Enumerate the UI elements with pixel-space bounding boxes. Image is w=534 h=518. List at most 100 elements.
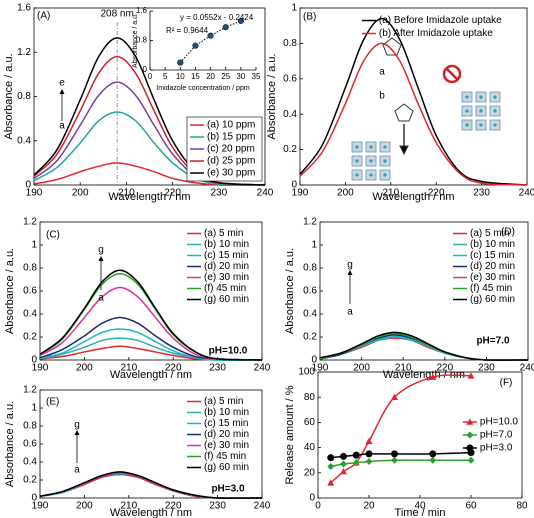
x-tick-label: 200	[72, 188, 89, 199]
y-tick-label: 0	[311, 355, 317, 366]
marker	[327, 463, 335, 470]
cluster-node	[479, 95, 483, 99]
legend-label: (d) 20 min	[470, 261, 515, 272]
x-tick-label: 190	[32, 501, 49, 512]
x-tick-label: 220	[436, 363, 453, 374]
marker	[467, 456, 475, 464]
legend-label: (c) 20 ppm	[207, 144, 255, 155]
cluster-node	[355, 159, 359, 163]
cluster-node	[369, 159, 373, 163]
x-tick-label: 0	[315, 501, 321, 512]
marker	[467, 372, 475, 379]
x-tick-label: 190	[26, 188, 43, 199]
annotation: g	[74, 420, 80, 431]
legend-label: pH=10.0	[480, 417, 519, 428]
x-tick-label: 210	[118, 188, 135, 199]
y-tick-label: 40	[304, 442, 316, 453]
legend-label: (e) 30 min	[204, 272, 249, 283]
x-axis-label: Wavelength / nm	[110, 369, 192, 381]
x-tick-label: 230	[209, 501, 226, 512]
legend-label: pH=3.0	[480, 443, 513, 454]
series-line	[39, 286, 263, 361]
y-tick-label: 0	[25, 180, 31, 191]
y-tick-label: 0.4	[17, 135, 31, 146]
x-tick-label: 240	[519, 188, 534, 199]
x-tick-label: 230	[473, 188, 490, 199]
legend-label: pH=7.0	[480, 430, 513, 441]
x-tick-label: 10	[176, 72, 185, 81]
annotation: R² = 0.9644	[166, 26, 209, 35]
cluster-node	[465, 95, 469, 99]
legend-label: (a) Before Imidazole uptake	[379, 15, 502, 26]
marker	[466, 444, 474, 452]
marker	[391, 450, 398, 458]
point	[222, 24, 229, 31]
marker	[365, 450, 373, 458]
y-tick-label: 1.6	[17, 3, 31, 14]
y-tick-label: 1.2	[303, 217, 317, 228]
x-tick-label: 0	[148, 72, 153, 81]
x-axis-label: Wavelength / nm	[108, 191, 190, 203]
x-tick-label: 210	[382, 188, 399, 199]
legend-label: (b) After Imidazole uptake	[379, 28, 493, 39]
cluster-node	[369, 145, 373, 149]
series-line	[33, 162, 266, 186]
x-tick-label: 25	[221, 72, 230, 81]
marker	[340, 452, 347, 460]
x-tick-label: 240	[257, 188, 274, 199]
y-tick-label: 0.6	[283, 73, 297, 84]
y-tick-label: 0.8	[303, 263, 317, 274]
cluster-node	[355, 145, 359, 149]
x-tick-label: 190	[32, 363, 49, 374]
x-tick-label: 200	[76, 501, 93, 512]
x-tick-label: 230	[209, 363, 226, 374]
legend-label: (a) 5 min	[204, 228, 243, 239]
x-tick-label: 80	[516, 501, 528, 512]
y-axis-label: Absorbance / a.u.	[4, 248, 16, 334]
arrow-head	[59, 89, 65, 94]
y-axis-label: Absorbance / a.u.	[266, 53, 278, 139]
y-tick-label: 0	[143, 65, 148, 74]
annotation: (A)	[37, 11, 50, 22]
x-tick-label: 200	[353, 363, 370, 374]
cluster-node	[493, 109, 497, 113]
x-tick-label: 5	[163, 72, 168, 81]
x-tick-label: 220	[164, 188, 181, 199]
x-tick-label: 200	[337, 188, 354, 199]
cluster-node	[383, 159, 387, 163]
annotation: pH=10.0	[209, 346, 248, 357]
y-axis-label: Release amount / %	[284, 385, 296, 484]
x-tick-label: 230	[210, 188, 227, 199]
framework-clusters	[351, 91, 501, 181]
y-tick-label: 1.2	[17, 47, 31, 58]
annotation: y = 0.0552x - 0.2424	[180, 13, 254, 22]
cluster-node	[465, 109, 469, 113]
marker	[365, 457, 373, 465]
y-tick-label: 0.6	[303, 286, 317, 297]
no-sign	[442, 64, 462, 84]
imidazole-ring	[394, 103, 414, 122]
y-axis-label: Absorbance / a.u.	[284, 248, 296, 334]
arrow-head	[347, 270, 353, 275]
x-tick-label: 200	[76, 363, 93, 374]
x-tick-label: 60	[465, 501, 477, 512]
y-tick-label: 0	[31, 355, 37, 366]
trend-line	[179, 20, 242, 63]
cluster-node	[369, 173, 373, 177]
y-tick-label: 80	[304, 392, 316, 403]
x-tick-label: 220	[165, 363, 182, 374]
y-tick-label: 0	[31, 493, 37, 504]
x-tick-label: 190	[312, 363, 329, 374]
y-tick-label: 1	[31, 240, 37, 251]
series-line	[330, 451, 472, 459]
annotation: g	[98, 245, 104, 256]
annotation: (F)	[500, 378, 513, 389]
y-tick-label: 0.6	[23, 286, 37, 297]
x-tick-label: 210	[120, 363, 137, 374]
legend-label: (d) 25 ppm	[207, 156, 255, 167]
y-tick-label: 1.2	[23, 385, 37, 396]
marker	[327, 479, 335, 486]
x-tick-label: 190	[292, 188, 309, 199]
y-tick-label: 0.8	[136, 36, 148, 45]
marker	[466, 418, 474, 425]
